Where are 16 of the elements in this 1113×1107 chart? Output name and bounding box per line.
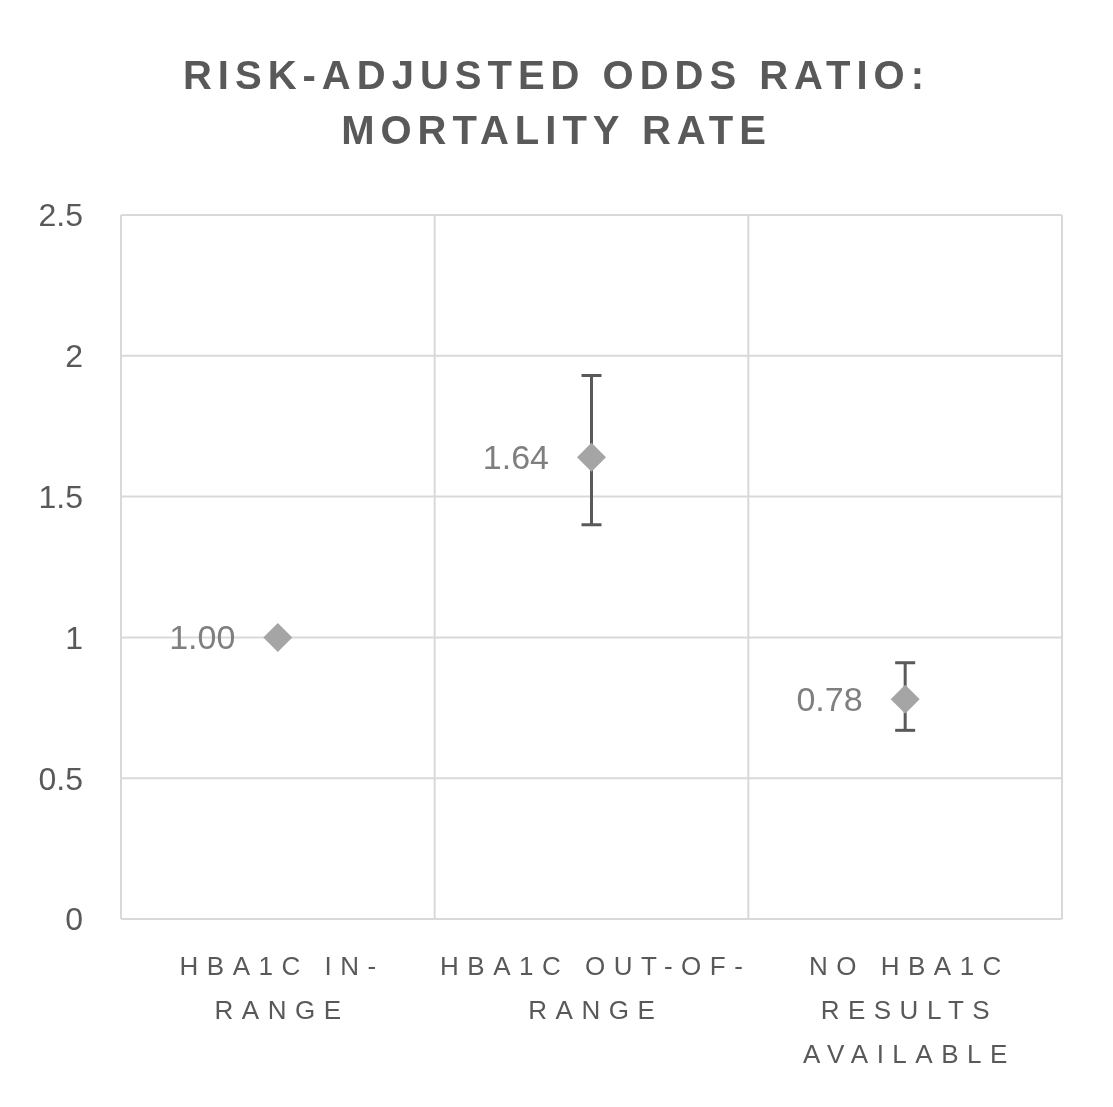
y-tick-label: 0 [65, 901, 83, 938]
x-tick-label: HBA1C IN-RANGE [179, 951, 385, 1026]
y-tick-label: 2.5 [38, 197, 83, 234]
y-tick-label: 1 [65, 619, 83, 656]
point [263, 622, 293, 652]
y-tick-label: 2 [65, 338, 83, 375]
x-tick-label: HBA1C OUT-OF-RANGE [440, 951, 752, 1026]
y-tick-label: 0.5 [38, 760, 83, 797]
x-tick-label: NO HBA1C RESULTS AVAILABLE [802, 951, 1016, 1070]
data-label: 1.00 [169, 618, 236, 657]
chart-title: RISK-ADJUSTED ODDS RATIO: MORTALITY RATE [181, 52, 932, 154]
data-label: 0.78 [796, 680, 863, 719]
point [577, 442, 606, 472]
y-tick-label: 1.5 [38, 478, 83, 515]
data-label: 1.64 [482, 438, 549, 477]
point [890, 684, 920, 714]
